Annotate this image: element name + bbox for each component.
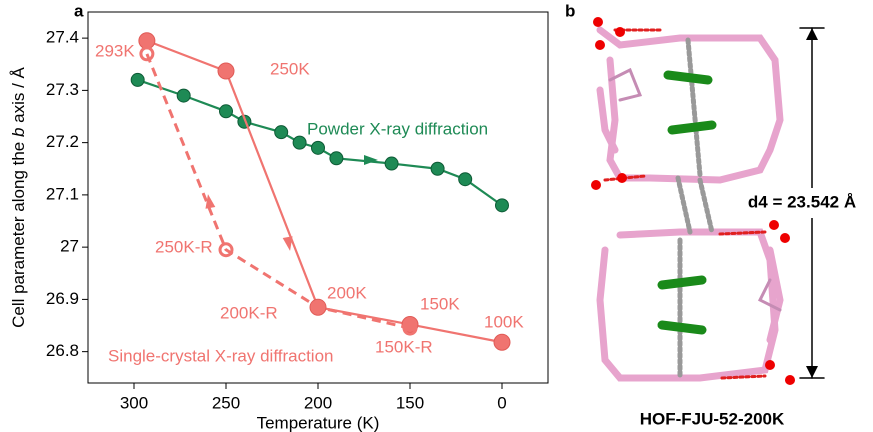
y-tick-label: 27.1 <box>46 184 79 203</box>
y-tick-label: 26.9 <box>46 289 79 308</box>
panel-label: a <box>74 1 84 20</box>
annotation: 293K <box>95 41 135 60</box>
data-point <box>431 162 444 175</box>
y-axis-label-part: Cell parameter along the <box>9 137 28 328</box>
y-tick-label: 27 <box>60 237 79 256</box>
panel-label: b <box>565 1 575 20</box>
y-tick-label: 27.2 <box>46 132 79 151</box>
data-point <box>494 334 510 350</box>
x-tick-label: 250 <box>212 393 240 412</box>
direction-arrow <box>364 155 378 165</box>
y-axis-label-part: axis / Å <box>9 66 28 127</box>
data-point <box>312 141 325 154</box>
data-point <box>131 73 144 86</box>
figure: a b d4 = 23.542 Å HOF-FJU-52-200K 300 250… <box>0 0 873 432</box>
annotation: 200K-R <box>220 303 278 322</box>
annotation: 150K-R <box>375 337 433 356</box>
data-point <box>496 199 509 212</box>
y-axis-label: Cell parameter along the b axis / Å <box>9 66 28 327</box>
data-point <box>459 173 472 186</box>
structure-caption: HOF-FJU-52-200K <box>640 409 785 428</box>
x-axis-label: Temperature (K) <box>257 413 380 432</box>
data-point <box>218 63 234 79</box>
data-point <box>293 136 306 149</box>
plot-frame <box>88 12 548 383</box>
x-tick-label: 300 <box>120 393 148 412</box>
y-axis-label-part: b <box>9 128 28 137</box>
annotation: 100K <box>484 312 524 331</box>
data-point <box>275 126 288 139</box>
annotation: 150K <box>420 294 460 313</box>
y-tick-label: 27.4 <box>46 28 79 47</box>
data-point <box>177 89 190 102</box>
x-tick-label: 150 <box>396 393 424 412</box>
annotation: 200K <box>327 283 367 302</box>
series-label: Single-crystal X-ray diffraction <box>108 346 334 365</box>
distance-label: d4 = 23.542 Å <box>748 192 856 211</box>
x-tick-label: 0 <box>497 393 506 412</box>
series-label: Powder X-ray diffraction <box>307 119 488 138</box>
annotation: 250K <box>270 59 310 78</box>
data-point <box>141 48 153 60</box>
data-point <box>330 152 343 165</box>
y-tick-label: 27.3 <box>46 80 79 99</box>
annotation: 250K-R <box>155 237 213 256</box>
data-point <box>385 157 398 170</box>
data-point <box>220 105 233 118</box>
y-tick-label: 26.8 <box>46 341 79 360</box>
x-tick-label: 200 <box>304 393 332 412</box>
